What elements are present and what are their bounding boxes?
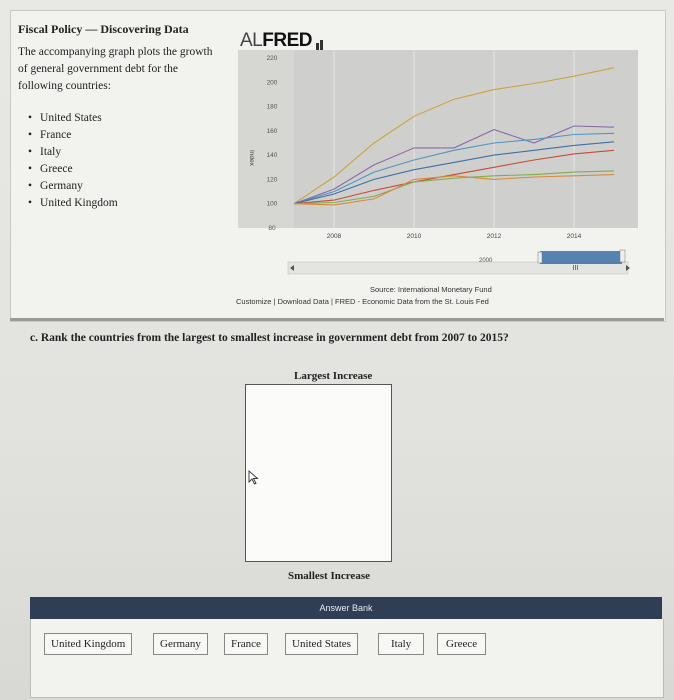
chart-plot-area xyxy=(294,50,638,228)
answer-bank-area xyxy=(30,619,664,698)
y-tick-label: 140 xyxy=(267,152,278,159)
series-line-1 xyxy=(293,67,615,205)
series-line-2 xyxy=(293,125,615,205)
series-line-5 xyxy=(293,149,615,205)
country-item: Italy xyxy=(28,144,118,161)
source-note: Source: International Monetary Fund xyxy=(370,285,492,294)
intro-title: Fiscal Policy — Discovering Data xyxy=(18,22,189,36)
country-list: United States France Italy Greece German… xyxy=(28,110,118,212)
range-label: 2000 xyxy=(479,258,493,264)
alfred-logo: ALFRED xyxy=(240,30,324,52)
link-separator: | xyxy=(273,297,276,306)
link-separator: | xyxy=(330,297,333,306)
x-tick-label: 2008 xyxy=(327,233,342,240)
country-item: Germany xyxy=(28,178,118,195)
range-handle-left[interactable] xyxy=(537,251,543,264)
answer-chip-germany[interactable]: Germany xyxy=(153,633,208,655)
series-line-3 xyxy=(293,132,615,205)
chart-series xyxy=(293,67,615,206)
answer-chip-france[interactable]: France xyxy=(224,633,268,655)
answer-chip-united-states[interactable]: United States xyxy=(285,633,358,655)
x-tick-label: 2014 xyxy=(567,233,582,240)
answer-bank-header: Answer Bank xyxy=(30,597,662,619)
scroll-right-arrow-icon[interactable] xyxy=(626,265,630,271)
series-line-4 xyxy=(293,141,615,205)
answer-chip-italy[interactable]: Italy xyxy=(378,633,425,655)
answer-chip-united-kingdom[interactable]: United Kingdom xyxy=(44,633,133,655)
y-tick-label: 120 xyxy=(267,176,278,183)
y-tick-label: 80 xyxy=(268,225,276,232)
download-data-link[interactable]: Download Data xyxy=(277,297,329,306)
y-axis-ticks: 80 100 120 140 160 180 200 220 xyxy=(267,55,278,232)
scroll-left-arrow-icon[interactable] xyxy=(290,265,294,271)
y-tick-label: 100 xyxy=(267,201,278,208)
question-text: c. Rank the countries from the largest t… xyxy=(30,332,509,344)
intro-description: The accompanying graph plots the growth … xyxy=(18,46,213,92)
section-divider xyxy=(10,318,664,321)
range-selector-window[interactable] xyxy=(540,251,622,264)
x-tick-label: 2012 xyxy=(487,233,502,240)
scroll-grip-icon[interactable] xyxy=(573,265,578,270)
country-item: France xyxy=(28,127,118,144)
chart-grid xyxy=(333,50,575,228)
y-tick-label: 180 xyxy=(267,104,278,111)
y-tick-label: 200 xyxy=(267,79,278,86)
mouse-cursor-icon xyxy=(248,470,259,485)
alfred-logo-light: AL xyxy=(240,30,263,51)
alfred-bars-icon xyxy=(315,30,324,52)
smallest-increase-label: Smallest Increase xyxy=(288,570,370,582)
customize-link[interactable]: Customize xyxy=(236,297,272,306)
chart-left-strip xyxy=(238,50,294,228)
alfred-logo-bold: FRED xyxy=(262,30,312,51)
chart-links: Customize | Download Data | FRED - Econo… xyxy=(236,297,489,306)
x-axis-ticks: 2008 2010 2012 2014 xyxy=(327,233,582,240)
range-handle-right[interactable] xyxy=(619,249,626,263)
x-tick-label: 2010 xyxy=(407,233,422,240)
fred-link[interactable]: FRED - Economic Data from the St. Louis … xyxy=(335,297,489,306)
country-item: United Kingdom xyxy=(28,195,118,212)
answer-chip-greece[interactable]: Greece xyxy=(437,633,487,655)
y-axis-label: Index xyxy=(248,150,255,167)
country-item: United States xyxy=(28,110,118,127)
country-item: Greece xyxy=(28,161,118,178)
y-tick-label: 160 xyxy=(267,128,278,135)
ranking-drop-zone[interactable] xyxy=(245,384,392,562)
series-line-6 xyxy=(293,170,615,205)
y-tick-label: 220 xyxy=(267,55,278,62)
largest-increase-label: Largest Increase xyxy=(294,370,373,382)
series-line-7 xyxy=(293,174,615,206)
